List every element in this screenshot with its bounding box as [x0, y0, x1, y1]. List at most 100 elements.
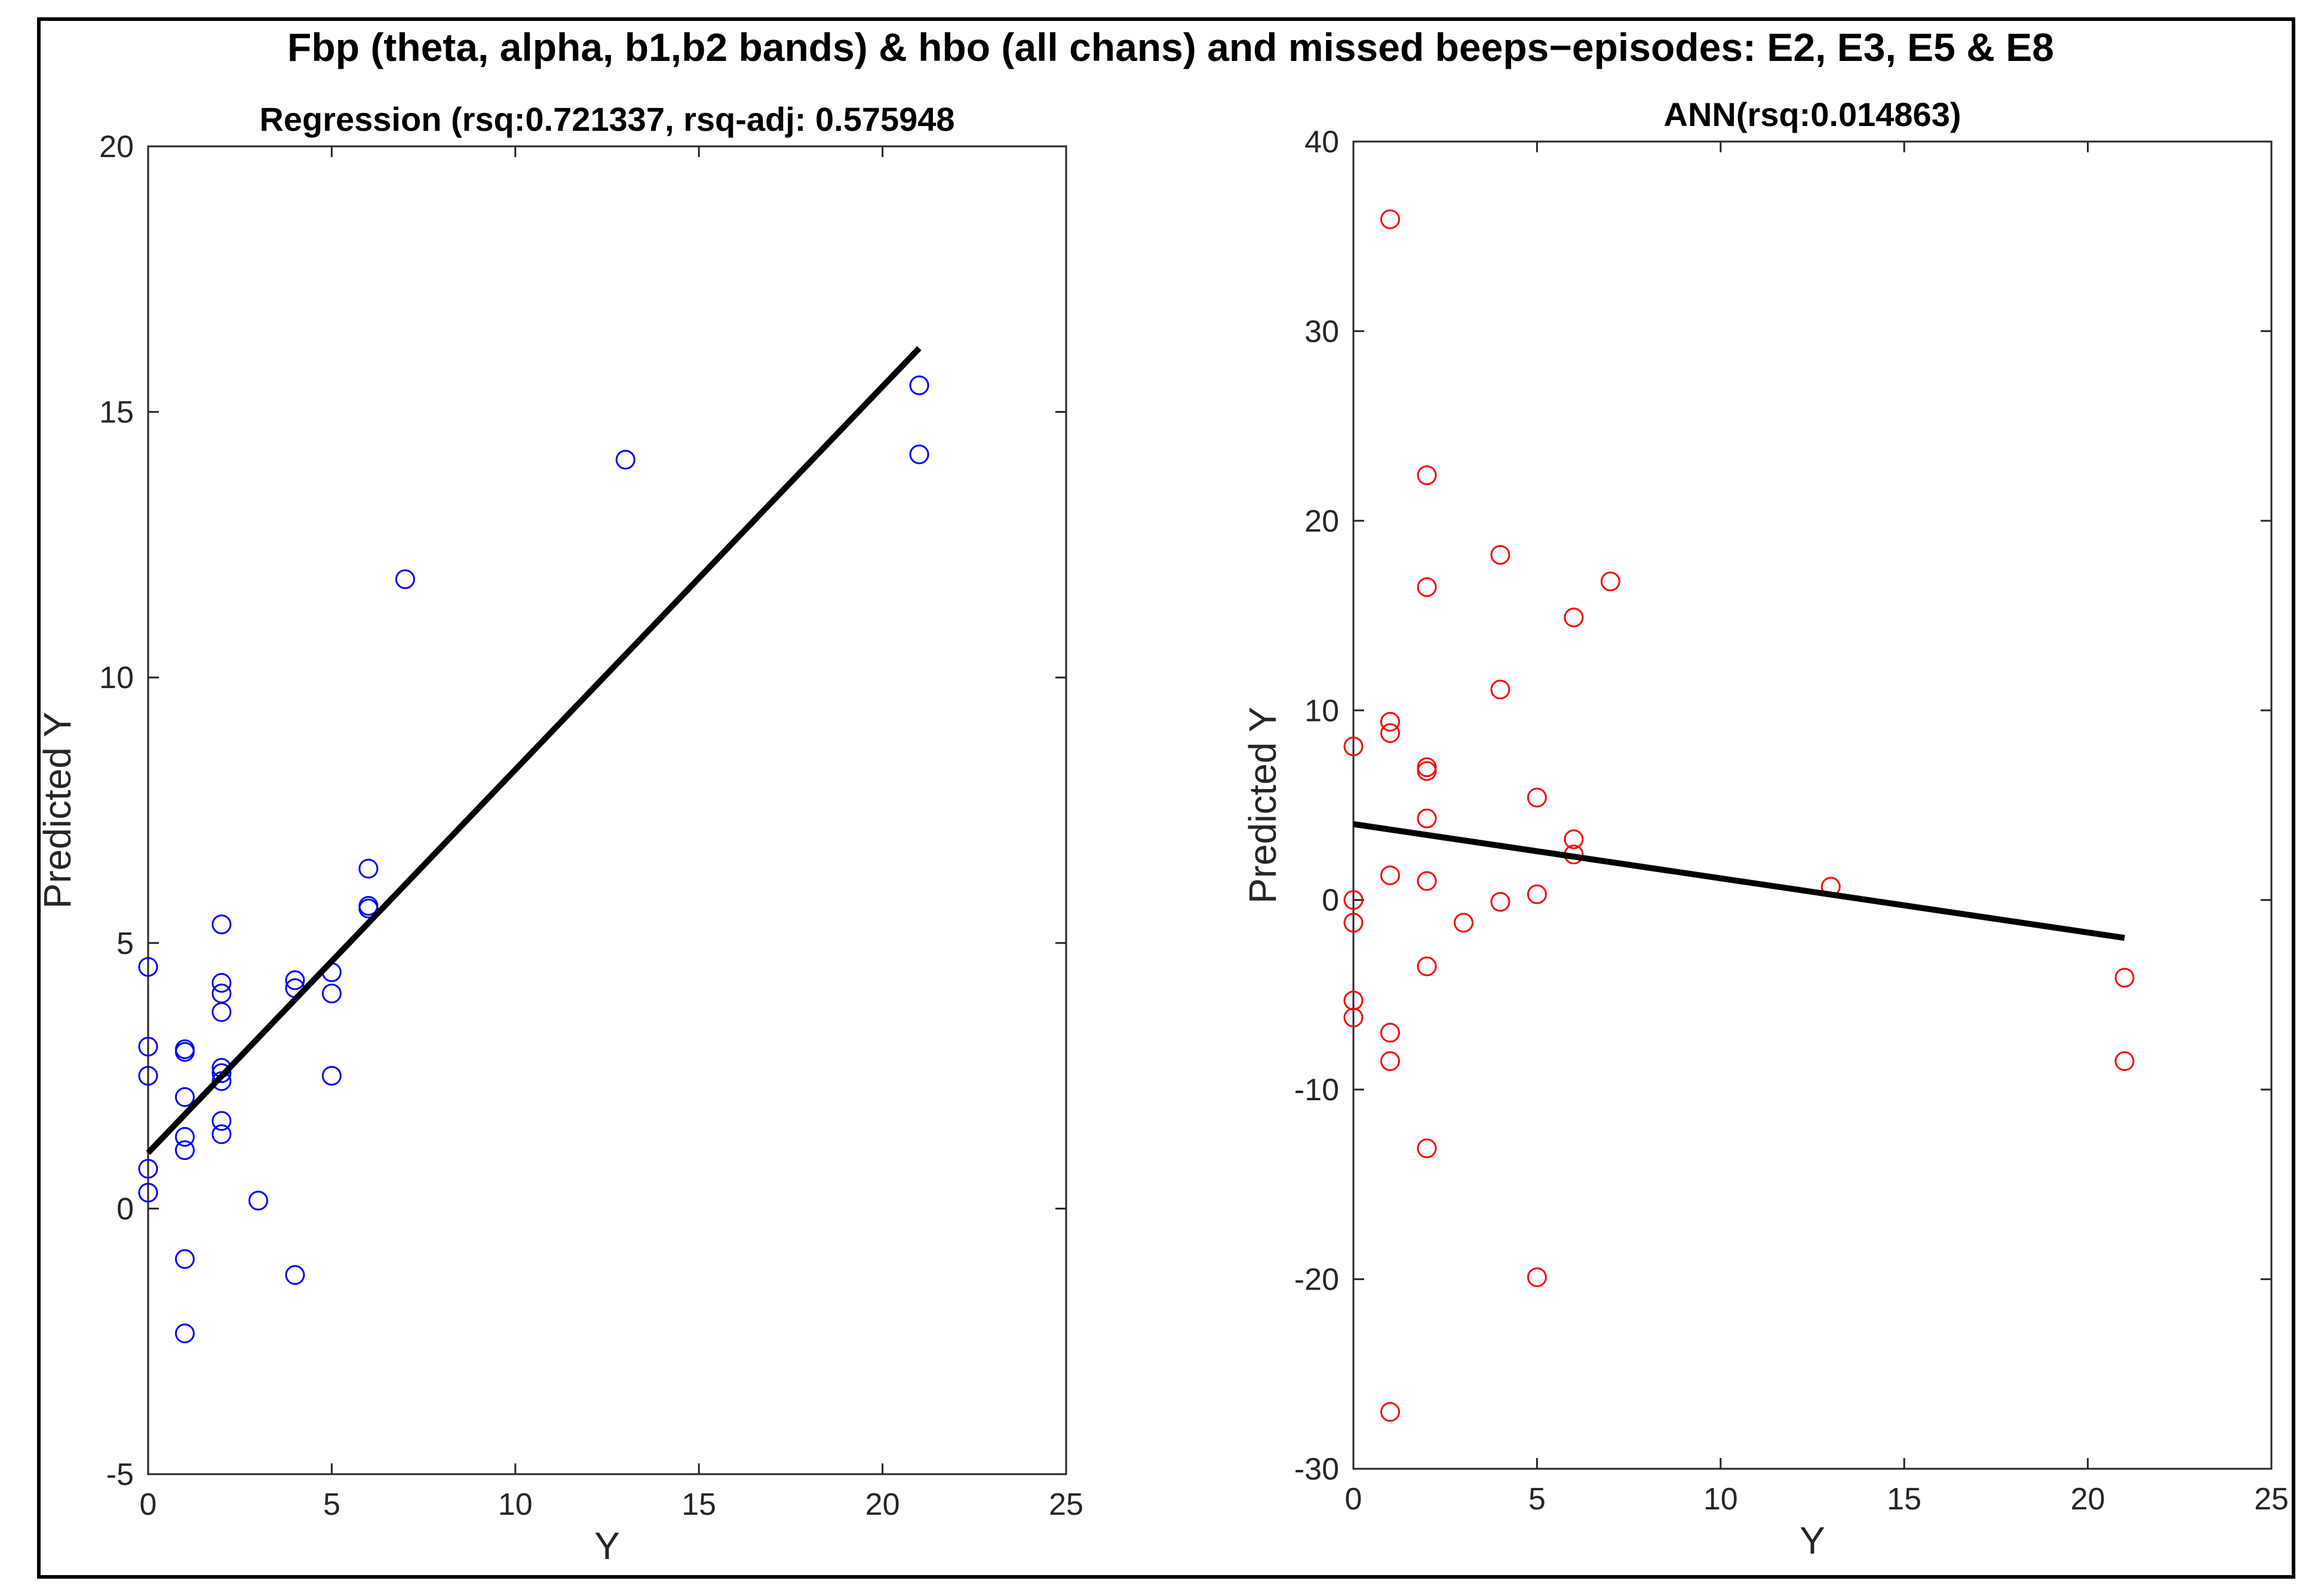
figure-title: Fbp (theta, alpha, b1,b2 bands) & hbo (a…	[287, 25, 2054, 69]
regression-x-tick-label: 5	[323, 1487, 340, 1522]
ann-y-tick-label: -10	[1294, 1073, 1339, 1107]
regression-data-point	[174, 1323, 195, 1343]
ann-data-point	[1417, 761, 1437, 781]
regression-title: Regression (rsq:0.721337, rsq-adj: 0.575…	[259, 100, 954, 138]
ann-data-point	[1417, 871, 1437, 891]
regression-data-point	[211, 972, 232, 993]
regression-data-point	[138, 957, 158, 977]
regression-x-tick-label: 20	[865, 1487, 900, 1522]
ann-fit-line	[1353, 821, 2125, 941]
ann-y-tick-label: 20	[1304, 504, 1339, 539]
regression-fit-line	[146, 346, 922, 1155]
regression-data-point	[248, 1190, 268, 1211]
regression-data-point	[174, 1140, 195, 1161]
regression-data-point	[138, 1183, 158, 1203]
regression-data-point	[909, 375, 929, 395]
regression-y-tick-label: 10	[99, 661, 134, 695]
ann-x-tick-label: 5	[1528, 1482, 1546, 1517]
ann-y-axis-label: Predicted Y	[1241, 707, 1284, 904]
regression-y-tick-label: 15	[99, 395, 134, 430]
ann-data-point	[1453, 913, 1473, 933]
regression-data-point	[211, 983, 232, 1003]
regression-data-point	[174, 1042, 195, 1062]
regression-data-point	[358, 858, 379, 879]
ann-data-point	[1380, 1023, 1400, 1043]
regression-y-tick-label: 0	[116, 1192, 134, 1226]
regression-data-point	[174, 1087, 195, 1107]
regression-data-point	[285, 970, 305, 990]
regression-data-point	[174, 1249, 195, 1269]
ann-y-tick-label: 30	[1304, 314, 1339, 349]
regression-plot: Regression (rsq:0.721337, rsq-adj: 0.575…	[36, 100, 1083, 1567]
ann-data-point	[1417, 465, 1437, 486]
regression-x-tick-label: 15	[681, 1487, 716, 1522]
ann-data-point	[1490, 679, 1510, 699]
regression-y-axis-label: Predicted Y	[36, 712, 79, 909]
regression-y-tick-label: -5	[106, 1457, 134, 1492]
regression-x-tick-label: 10	[498, 1487, 533, 1522]
regression-axes-box	[147, 145, 1067, 1475]
ann-data-point	[1380, 1402, 1400, 1422]
regression-data-point	[211, 1124, 232, 1144]
regression-data-point	[615, 450, 635, 470]
regression-data-point	[138, 1036, 158, 1057]
ann-data-point	[1490, 545, 1510, 565]
ann-data-point	[1527, 884, 1547, 904]
regression-data-point	[395, 569, 415, 590]
ann-y-tick-label: 40	[1304, 125, 1339, 159]
ann-data-point	[2114, 1051, 2135, 1072]
ann-data-point	[1380, 865, 1400, 885]
ann-data-point	[1417, 956, 1437, 977]
regression-data-point	[211, 1063, 232, 1084]
regression-data-point	[211, 1111, 232, 1131]
ann-y-tick-label: 0	[1322, 883, 1339, 918]
ann-x-tick-label: 20	[2071, 1482, 2105, 1517]
regression-x-tick-label: 0	[140, 1487, 157, 1522]
regression-y-tick-label: 5	[116, 926, 134, 961]
ann-data-point	[1417, 1138, 1437, 1159]
ann-x-tick-label: 0	[1345, 1482, 1362, 1517]
regression-data-point	[909, 444, 929, 465]
regression-x-tick-label: 25	[1049, 1487, 1083, 1522]
ann-data-point	[1343, 736, 1364, 757]
ann-data-point	[1600, 571, 1620, 591]
ann-axes-box	[1352, 140, 2273, 1470]
ann-x-tick-label: 10	[1703, 1482, 1738, 1517]
regression-y-tick-label: 20	[99, 130, 134, 164]
ann-x-tick-label: 25	[2254, 1482, 2289, 1517]
regression-data-point	[321, 983, 342, 1003]
ann-y-tick-label: -30	[1294, 1452, 1339, 1487]
ann-data-point	[1564, 607, 1584, 628]
ann-data-point	[1417, 757, 1437, 778]
ann-data-point	[1417, 577, 1437, 597]
ann-y-tick-label: 10	[1304, 693, 1339, 728]
ann-data-point	[1343, 1008, 1364, 1028]
regression-data-point	[138, 1066, 158, 1086]
regression-data-point	[211, 1002, 232, 1022]
ann-data-point	[1380, 711, 1400, 732]
ann-data-point	[1490, 892, 1510, 912]
ann-data-point	[1564, 829, 1584, 849]
ann-data-point	[1527, 1267, 1547, 1287]
regression-x-axis-label: Y	[594, 1524, 620, 1567]
ann-data-point	[1380, 723, 1400, 743]
ann-plot: ANN(rsq:0.014863) 0 5 10 15 20 25 -30 -20 -10 0 10 2…	[1241, 96, 2289, 1562]
ann-data-point	[1417, 808, 1437, 828]
ann-data-point	[1527, 787, 1547, 808]
ann-x-axis-label: Y	[1800, 1519, 1825, 1562]
regression-data-point	[211, 914, 232, 935]
ann-data-point	[1380, 209, 1400, 229]
ann-y-tick-label: -20	[1294, 1263, 1339, 1297]
ann-x-tick-label: 15	[1887, 1482, 1921, 1517]
figure-border	[37, 17, 2295, 1579]
ann-data-point	[1343, 890, 1364, 910]
regression-data-point	[174, 1127, 195, 1147]
regression-data-point	[358, 898, 379, 919]
regression-data-point	[321, 1066, 342, 1086]
ann-data-point	[1343, 913, 1364, 933]
ann-title: ANN(rsq:0.014863)	[1664, 96, 1961, 133]
regression-data-point	[285, 1265, 305, 1285]
ann-data-point	[2114, 968, 2135, 988]
regression-data-point	[138, 1159, 158, 1179]
